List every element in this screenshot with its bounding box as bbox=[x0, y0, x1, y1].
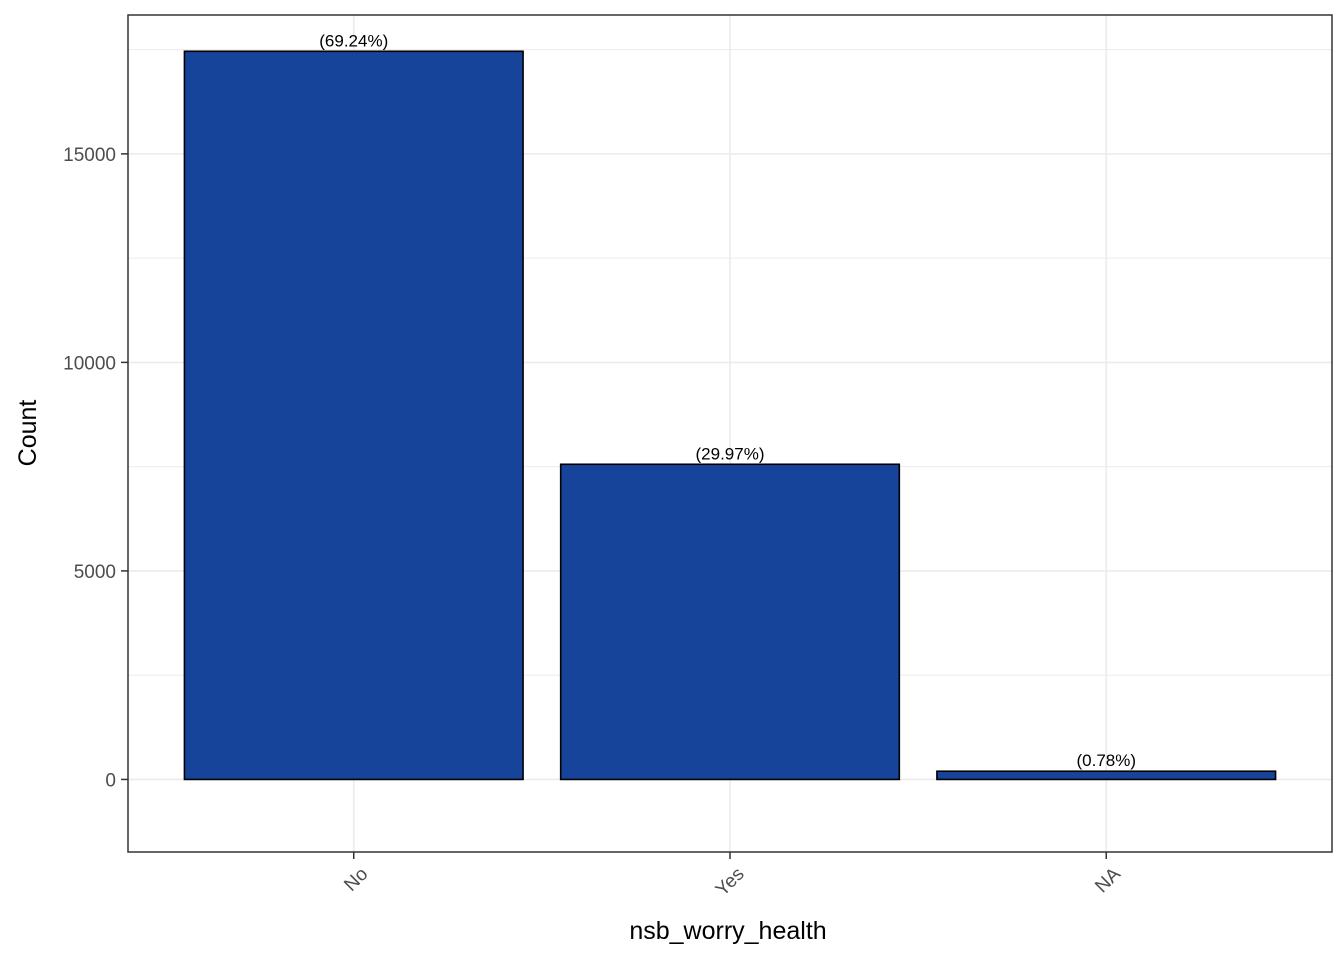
x-axis-title: nsb_worry_health bbox=[629, 917, 826, 945]
y-tick-label: 15000 bbox=[63, 145, 116, 166]
bar-yes bbox=[559, 463, 901, 781]
y-tick-label: 5000 bbox=[74, 562, 116, 583]
bar-label-yes: (29.97%) bbox=[696, 444, 765, 463]
bar-label-no: (69.24%) bbox=[319, 31, 388, 50]
y-tick-label: 10000 bbox=[63, 353, 116, 374]
x-axis: No Yes NA bbox=[340, 852, 1125, 901]
bar-labels: (69.24%) (29.97%) (0.78%) bbox=[319, 31, 1136, 770]
bars bbox=[183, 50, 1277, 781]
x-tick-label-yes: Yes bbox=[712, 864, 749, 901]
x-tick-label-na: NA bbox=[1091, 864, 1125, 898]
bar-label-na: (0.78%) bbox=[1076, 751, 1136, 770]
bar-na bbox=[936, 770, 1277, 781]
x-tick-label-no: No bbox=[340, 864, 372, 896]
y-axis-title: Count bbox=[14, 400, 42, 467]
y-tick-label: 0 bbox=[105, 770, 116, 791]
bar-no bbox=[183, 50, 524, 781]
y-axis: 0 5000 10000 15000 bbox=[63, 145, 128, 791]
